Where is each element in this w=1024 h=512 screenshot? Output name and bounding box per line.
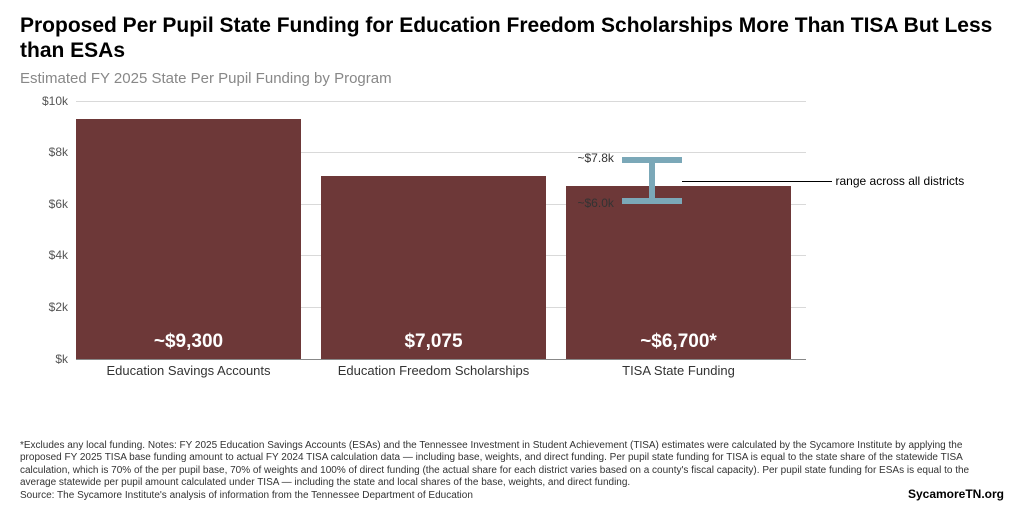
bar: $7,075	[321, 176, 546, 359]
annotation-line	[682, 181, 832, 182]
error-bar-high-label: ~$7.8k	[578, 151, 614, 165]
source-text: Source: The Sycamore Institute's analysi…	[20, 490, 473, 501]
footnote-block: *Excludes any local funding. Notes: FY 2…	[20, 440, 1004, 503]
y-axis-label: $k	[55, 352, 68, 366]
x-axis-label: Education Freedom Scholarships	[321, 363, 546, 378]
error-bar-cap-top	[622, 157, 682, 163]
annotation-text: range across all districts	[836, 174, 965, 188]
footnote-text: *Excludes any local funding. Notes: FY 2…	[20, 440, 969, 489]
bar-value-label: ~$9,300	[76, 331, 301, 353]
attribution-text: SycamoreTN.org	[908, 487, 1004, 502]
bar-value-label: $7,075	[321, 331, 546, 353]
error-bar-cap-bottom	[622, 198, 682, 204]
y-axis-label: $4k	[49, 248, 68, 262]
grid-line	[76, 101, 806, 102]
y-axis-label: $6k	[49, 197, 68, 211]
chart-subtitle: Estimated FY 2025 State Per Pupil Fundin…	[20, 70, 1004, 87]
chart-title: Proposed Per Pupil State Funding for Edu…	[20, 14, 1004, 64]
chart-area: $k$2k$4k$6k$8k$10k~$9,300Education Savin…	[20, 101, 1004, 381]
error-bar-low-label: ~$6.0k	[578, 196, 614, 210]
grid-line	[76, 359, 806, 360]
bar-value-label: ~$6,700*	[566, 331, 791, 353]
x-axis-label: TISA State Funding	[566, 363, 791, 378]
bar: ~$9,300	[76, 119, 301, 359]
bar: ~$6,700*	[566, 186, 791, 359]
y-axis-label: $2k	[49, 300, 68, 314]
y-axis-label: $8k	[49, 145, 68, 159]
plot-region: $k$2k$4k$6k$8k$10k~$9,300Education Savin…	[76, 101, 994, 359]
y-axis-label: $10k	[42, 94, 68, 108]
chart-container: Proposed Per Pupil State Funding for Edu…	[0, 0, 1024, 512]
x-axis-label: Education Savings Accounts	[76, 363, 301, 378]
error-bar	[622, 157, 682, 203]
